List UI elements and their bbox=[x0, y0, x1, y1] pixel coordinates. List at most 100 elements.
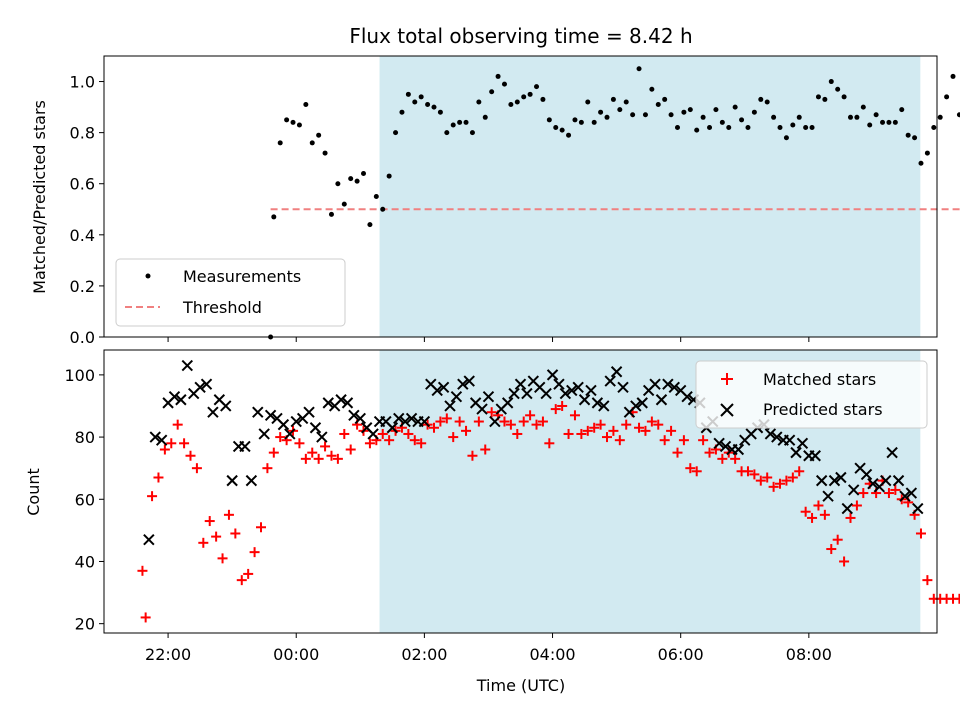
matched-star-point bbox=[819, 509, 830, 520]
predicted-star-point bbox=[912, 502, 924, 515]
matched-star-point bbox=[518, 416, 529, 427]
matched-star-point bbox=[486, 407, 497, 418]
matched-star-point bbox=[698, 435, 709, 446]
matched-star-point bbox=[416, 438, 427, 449]
matched-star-point bbox=[153, 472, 164, 483]
matched-star-point bbox=[755, 475, 766, 486]
matched-star-point bbox=[775, 478, 786, 489]
predicted-star-point bbox=[200, 378, 213, 390]
matched-star-point bbox=[537, 416, 548, 427]
matched-star-point bbox=[826, 544, 837, 555]
matched-star-point bbox=[858, 488, 869, 499]
measurement-point bbox=[393, 130, 399, 136]
matched-star-point bbox=[166, 438, 177, 449]
measurement-point bbox=[341, 201, 347, 207]
y-tick-label: 1.0 bbox=[70, 73, 95, 92]
measurement-point bbox=[578, 119, 584, 125]
predicted-star-point bbox=[540, 387, 552, 400]
predicted-star-point bbox=[713, 437, 725, 450]
predicted-star-point bbox=[867, 478, 879, 490]
matched-star-point bbox=[313, 453, 324, 464]
predicted-star-point bbox=[239, 440, 251, 453]
legend-matched-label: Matched stars bbox=[763, 370, 876, 389]
matched-star-point bbox=[800, 506, 811, 517]
matched-star-point bbox=[883, 488, 894, 499]
measurement-point bbox=[405, 91, 411, 97]
matched-star-point bbox=[294, 438, 305, 449]
measurement-point bbox=[585, 99, 591, 105]
matched-star-point bbox=[582, 425, 593, 436]
predicted-star-point bbox=[886, 446, 898, 459]
matched-star-point bbox=[409, 435, 420, 446]
matched-star-point bbox=[563, 428, 574, 439]
measurement-point bbox=[457, 119, 463, 125]
measurement-point bbox=[412, 99, 418, 105]
measurement-point bbox=[303, 102, 309, 108]
predicted-star-point bbox=[393, 412, 405, 425]
predicted-star-point bbox=[508, 387, 520, 400]
matched-star-point bbox=[249, 547, 260, 558]
predicted-star-point bbox=[585, 384, 597, 397]
predicted-star-point bbox=[245, 474, 258, 487]
measurement-point bbox=[610, 96, 616, 102]
predicted-star-point bbox=[783, 434, 796, 446]
matched-star-point bbox=[704, 447, 715, 458]
matched-star-point bbox=[602, 432, 613, 443]
matched-star-point bbox=[185, 450, 196, 461]
chart-title: Flux total observing time = 8.42 h bbox=[349, 24, 692, 48]
predicted-star-point bbox=[841, 502, 853, 515]
predicted-star-point bbox=[501, 397, 514, 409]
predicted-star-point bbox=[860, 468, 873, 481]
legend-box bbox=[115, 258, 346, 327]
matched-star-point bbox=[851, 500, 862, 511]
y-tick-label: 20 bbox=[75, 615, 95, 634]
measurement-point bbox=[508, 102, 514, 108]
predicted-star-point bbox=[566, 384, 578, 397]
measurement-point bbox=[924, 150, 930, 156]
matched-star-point bbox=[608, 425, 619, 436]
matched-star-point bbox=[435, 416, 446, 427]
matched-star-point bbox=[653, 419, 664, 430]
measurement-point bbox=[450, 122, 456, 128]
x-tick-label: 06:00 bbox=[658, 645, 704, 664]
measurement-point bbox=[328, 211, 334, 217]
predicted-star-point bbox=[367, 428, 379, 440]
matched-star-point bbox=[191, 463, 202, 474]
matched-star-point bbox=[255, 522, 266, 533]
matched-star-point bbox=[198, 537, 209, 548]
bottom-y-axis-label: Count bbox=[24, 468, 43, 516]
x-tick-label: 04:00 bbox=[529, 645, 575, 664]
measurement-point bbox=[956, 112, 960, 118]
measurement-point bbox=[700, 114, 706, 120]
measurement-point bbox=[726, 125, 732, 131]
matched-star-point bbox=[749, 469, 760, 480]
measurement-point bbox=[489, 89, 495, 95]
matched-star-point bbox=[742, 466, 753, 477]
predicted-star-point bbox=[168, 390, 181, 403]
measurement-point bbox=[373, 194, 379, 199]
measurement-point bbox=[732, 104, 738, 110]
legend-matched-marker bbox=[721, 373, 733, 385]
predicted-star-point bbox=[354, 412, 367, 425]
predicted-star-point bbox=[521, 387, 533, 400]
measurement-point bbox=[566, 132, 572, 138]
predicted-star-point bbox=[553, 378, 565, 390]
matched-star-point bbox=[589, 422, 600, 433]
measurement-point bbox=[918, 160, 924, 166]
measurement-point bbox=[431, 104, 437, 110]
measurement-point bbox=[873, 112, 879, 118]
matched-star-point bbox=[300, 453, 311, 464]
predicted-star-point bbox=[207, 406, 219, 418]
predicted-star-point bbox=[149, 431, 161, 443]
predicted-star-point bbox=[431, 384, 443, 397]
predicted-star-point bbox=[655, 394, 668, 406]
bottom-legend: Matched stars Predicted stars bbox=[695, 360, 928, 429]
matched-star-point bbox=[525, 410, 536, 421]
predicted-star-point bbox=[828, 474, 841, 487]
y-tick-label: 0.0 bbox=[70, 328, 95, 347]
predicted-star-point bbox=[322, 397, 334, 409]
matched-star-point bbox=[384, 435, 395, 446]
legend-measurements-label: Measurements bbox=[183, 267, 301, 286]
predicted-star-point bbox=[175, 394, 187, 406]
matched-star-point bbox=[211, 531, 222, 542]
